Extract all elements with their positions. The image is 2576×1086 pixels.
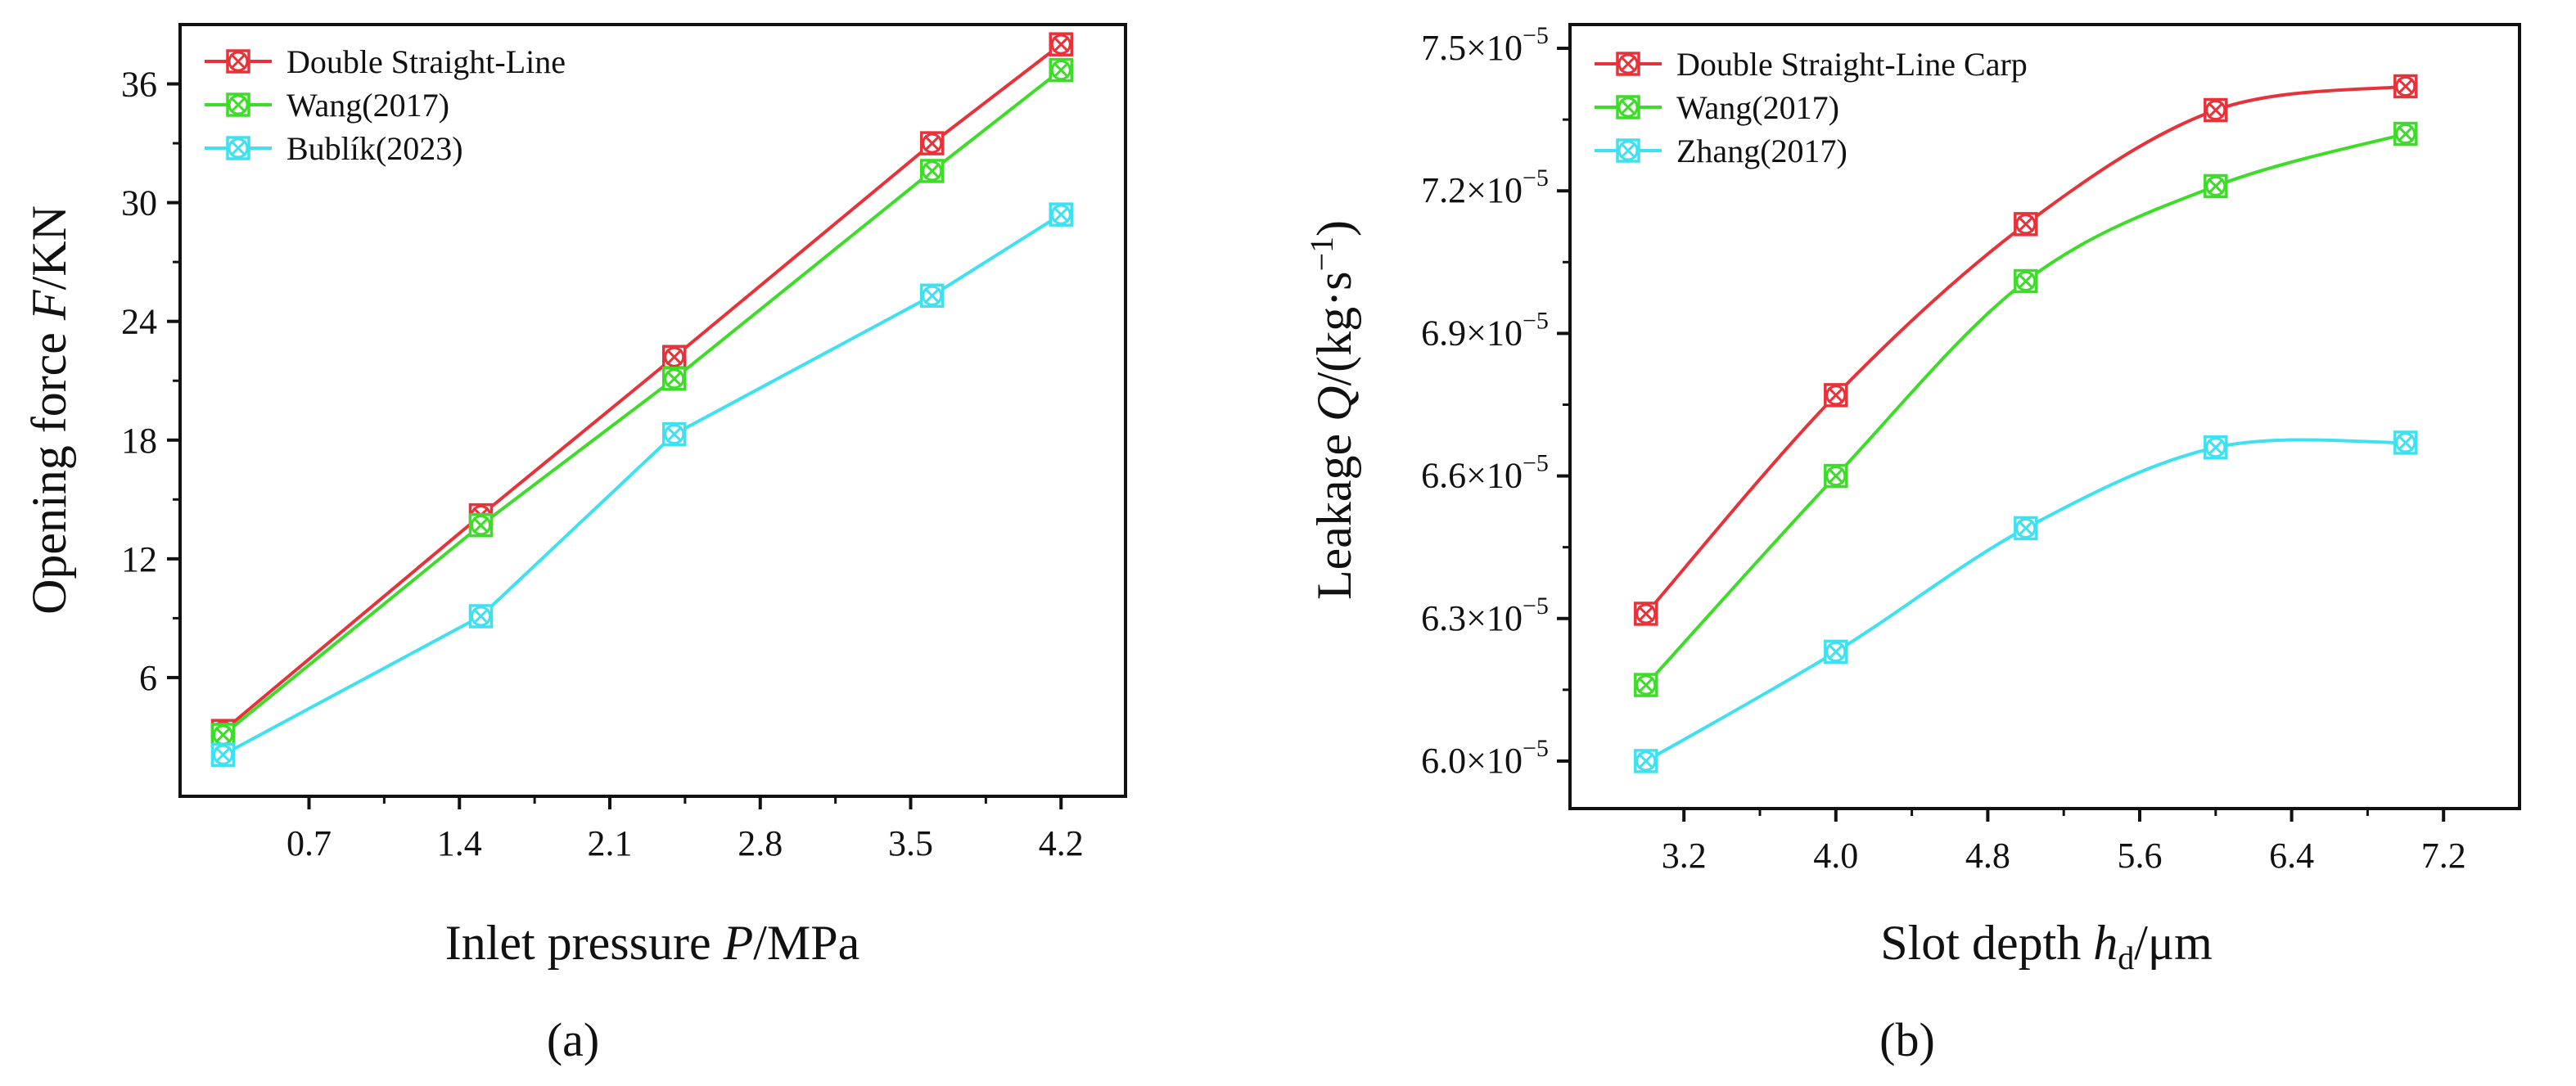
data-point-b-2 [1634, 673, 1658, 697]
data-point-a-2 [1049, 57, 1073, 83]
data-point-a-3 [1049, 202, 1073, 227]
legend-b: Double Straight-Line Carp Wang(2017) Zhang… [1595, 46, 2028, 169]
data-point-b-2 [2014, 268, 2038, 294]
data-point-a-2 [468, 512, 494, 538]
x-tick-label: 0.7 [286, 823, 332, 863]
y-ticks-b: 6.0×10 −56.3×10 −56.6×10 −56.9×10 −57.2×10 −5… [1421, 22, 1570, 781]
legend-label: Double Straight-Line Carp [1676, 46, 2028, 83]
data-point-a-3 [210, 742, 236, 767]
panel-label-a: (a) [547, 1013, 599, 1066]
x-tick-label: 4.2 [1039, 823, 1084, 863]
y-tick-exponent: −5 [1523, 164, 1549, 192]
y-tick-exponent: −5 [1523, 593, 1549, 620]
data-point-b-3 [2014, 516, 2038, 541]
series-a [210, 32, 1073, 767]
legend-label: Double Straight-Line [286, 43, 566, 80]
x-axis-title-b: Slot depth hd/μm [1880, 916, 2213, 976]
y-tick-exponent: −5 [1523, 735, 1549, 762]
y-tick-label: 36 [121, 65, 157, 105]
y-tick-label: 30 [121, 183, 157, 223]
y-tick-label: 18 [121, 421, 157, 461]
x-tick-label: 1.4 [437, 823, 482, 863]
y-tick-label: 6.6×10 [1421, 456, 1523, 496]
x-ticks-b: 3.2 4.0 4.8 5.6 6.4 7.2 [1662, 809, 2466, 876]
data-point-b-1 [2393, 74, 2418, 99]
x-tick-label: 3.5 [888, 823, 933, 863]
x-tick-label: 2.1 [588, 823, 633, 863]
panel-a: 0.7 1.4 2.1 2.8 3.5 4.2 6 12 18 24 30 36 Double St… [22, 23, 1127, 1066]
data-point-b-1 [1634, 602, 1658, 626]
legend-label: Wang(2017) [286, 87, 449, 124]
y-tick-label: 7.5×10 [1421, 28, 1523, 68]
series-line-b-3 [1644, 438, 2406, 763]
x-tick-label: 4.0 [1813, 836, 1858, 876]
x-tick-label: 5.6 [2118, 836, 2163, 876]
x-ticks-a: 0.7 1.4 2.1 2.8 3.5 4.2 [286, 796, 1084, 863]
y-tick-label: 6 [139, 658, 157, 698]
y-tick-exponent: −5 [1523, 22, 1549, 49]
y-tick-label: 6.0×10 [1421, 741, 1523, 781]
plot-frame-a [178, 23, 1127, 798]
legend-marker [1616, 95, 1640, 119]
data-point-b-3 [2204, 435, 2228, 460]
y-axis-title-a: Opening force F/KN [22, 205, 76, 615]
legend-marker [1616, 52, 1640, 76]
x-tick-label: 2.8 [738, 823, 783, 863]
legend-label: Zhang(2017) [1676, 133, 1847, 169]
data-point-b-1 [1824, 383, 1848, 408]
data-point-a-2 [210, 723, 236, 747]
data-point-a-2 [920, 159, 945, 183]
data-point-a-3 [468, 604, 494, 629]
y-axis-title-b: Leakage Q/(kg·s−1) [1303, 220, 1361, 600]
legend-label: Wang(2017) [1676, 89, 1839, 126]
y-tick-label: 6.9×10 [1421, 313, 1523, 353]
panel-label-b: (b) [1879, 1013, 1935, 1066]
data-point-a-1 [920, 131, 945, 155]
data-point-a-2 [662, 367, 687, 391]
y-tick-label: 7.2×10 [1421, 170, 1523, 210]
x-tick-label: 6.4 [2269, 836, 2314, 876]
data-point-b-3 [1824, 639, 1848, 665]
x-tick-label: 7.2 [2421, 836, 2466, 876]
data-point-b-2 [2204, 173, 2228, 199]
y-tick-label: 6.3×10 [1421, 598, 1523, 638]
data-point-b-2 [1824, 463, 1848, 489]
data-point-a-1 [662, 345, 687, 369]
x-tick-label: 4.8 [1965, 836, 2010, 876]
legend-marker [226, 92, 250, 117]
data-point-b-3 [2393, 430, 2418, 455]
legend-a: Double Straight-Line Wang(2017) Bublík(202… [205, 43, 566, 167]
panel-b: 3.2 4.0 4.8 5.6 6.4 7.2 6.0×10 −56.3×10 −56.6×1… [1303, 22, 2521, 1066]
data-point-b-1 [2204, 97, 2228, 123]
y-tick-label: 12 [121, 539, 157, 579]
data-point-b-3 [1634, 749, 1658, 773]
y-tick-label: 24 [121, 302, 157, 342]
plot-frame-b [1568, 23, 2521, 810]
data-point-b-1 [2014, 212, 2038, 237]
data-point-a-3 [662, 421, 687, 447]
legend-label: Bublík(2023) [286, 130, 463, 167]
legend-marker [226, 49, 250, 74]
data-point-a-3 [920, 283, 945, 309]
y-tick-exponent: −5 [1523, 450, 1549, 477]
y-ticks-a: 6 12 18 24 30 36 [121, 65, 180, 698]
x-tick-label: 3.2 [1662, 836, 1707, 876]
series-b [1634, 74, 2418, 773]
y-tick-exponent: −5 [1523, 307, 1549, 334]
data-point-b-2 [2393, 121, 2418, 146]
series-line-b-2 [1644, 132, 2407, 687]
legend-marker [1616, 138, 1640, 163]
x-axis-title-a: Inlet pressure P/MPa [445, 916, 860, 970]
data-point-a-1 [1049, 32, 1073, 56]
legend-marker [226, 136, 250, 160]
